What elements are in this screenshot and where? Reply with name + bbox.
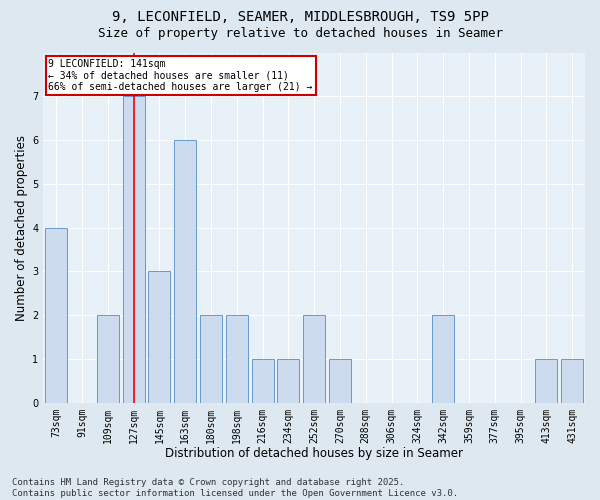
Bar — [122, 96, 145, 403]
Bar — [329, 359, 351, 403]
Text: 9, LECONFIELD, SEAMER, MIDDLESBROUGH, TS9 5PP: 9, LECONFIELD, SEAMER, MIDDLESBROUGH, TS… — [112, 10, 488, 24]
Bar — [432, 315, 454, 402]
Bar — [97, 315, 119, 402]
Y-axis label: Number of detached properties: Number of detached properties — [15, 134, 28, 320]
Bar — [251, 359, 274, 403]
Text: Size of property relative to detached houses in Seamer: Size of property relative to detached ho… — [97, 28, 503, 40]
Text: 9 LECONFIELD: 141sqm
← 34% of detached houses are smaller (11)
66% of semi-detac: 9 LECONFIELD: 141sqm ← 34% of detached h… — [49, 59, 313, 92]
Bar — [148, 272, 170, 402]
Bar — [561, 359, 583, 403]
Bar — [174, 140, 196, 402]
Bar — [303, 315, 325, 402]
Bar — [277, 359, 299, 403]
X-axis label: Distribution of detached houses by size in Seamer: Distribution of detached houses by size … — [165, 447, 463, 460]
Text: Contains HM Land Registry data © Crown copyright and database right 2025.
Contai: Contains HM Land Registry data © Crown c… — [12, 478, 458, 498]
Bar — [45, 228, 67, 402]
Bar — [200, 315, 222, 402]
Bar — [226, 315, 248, 402]
Bar — [535, 359, 557, 403]
